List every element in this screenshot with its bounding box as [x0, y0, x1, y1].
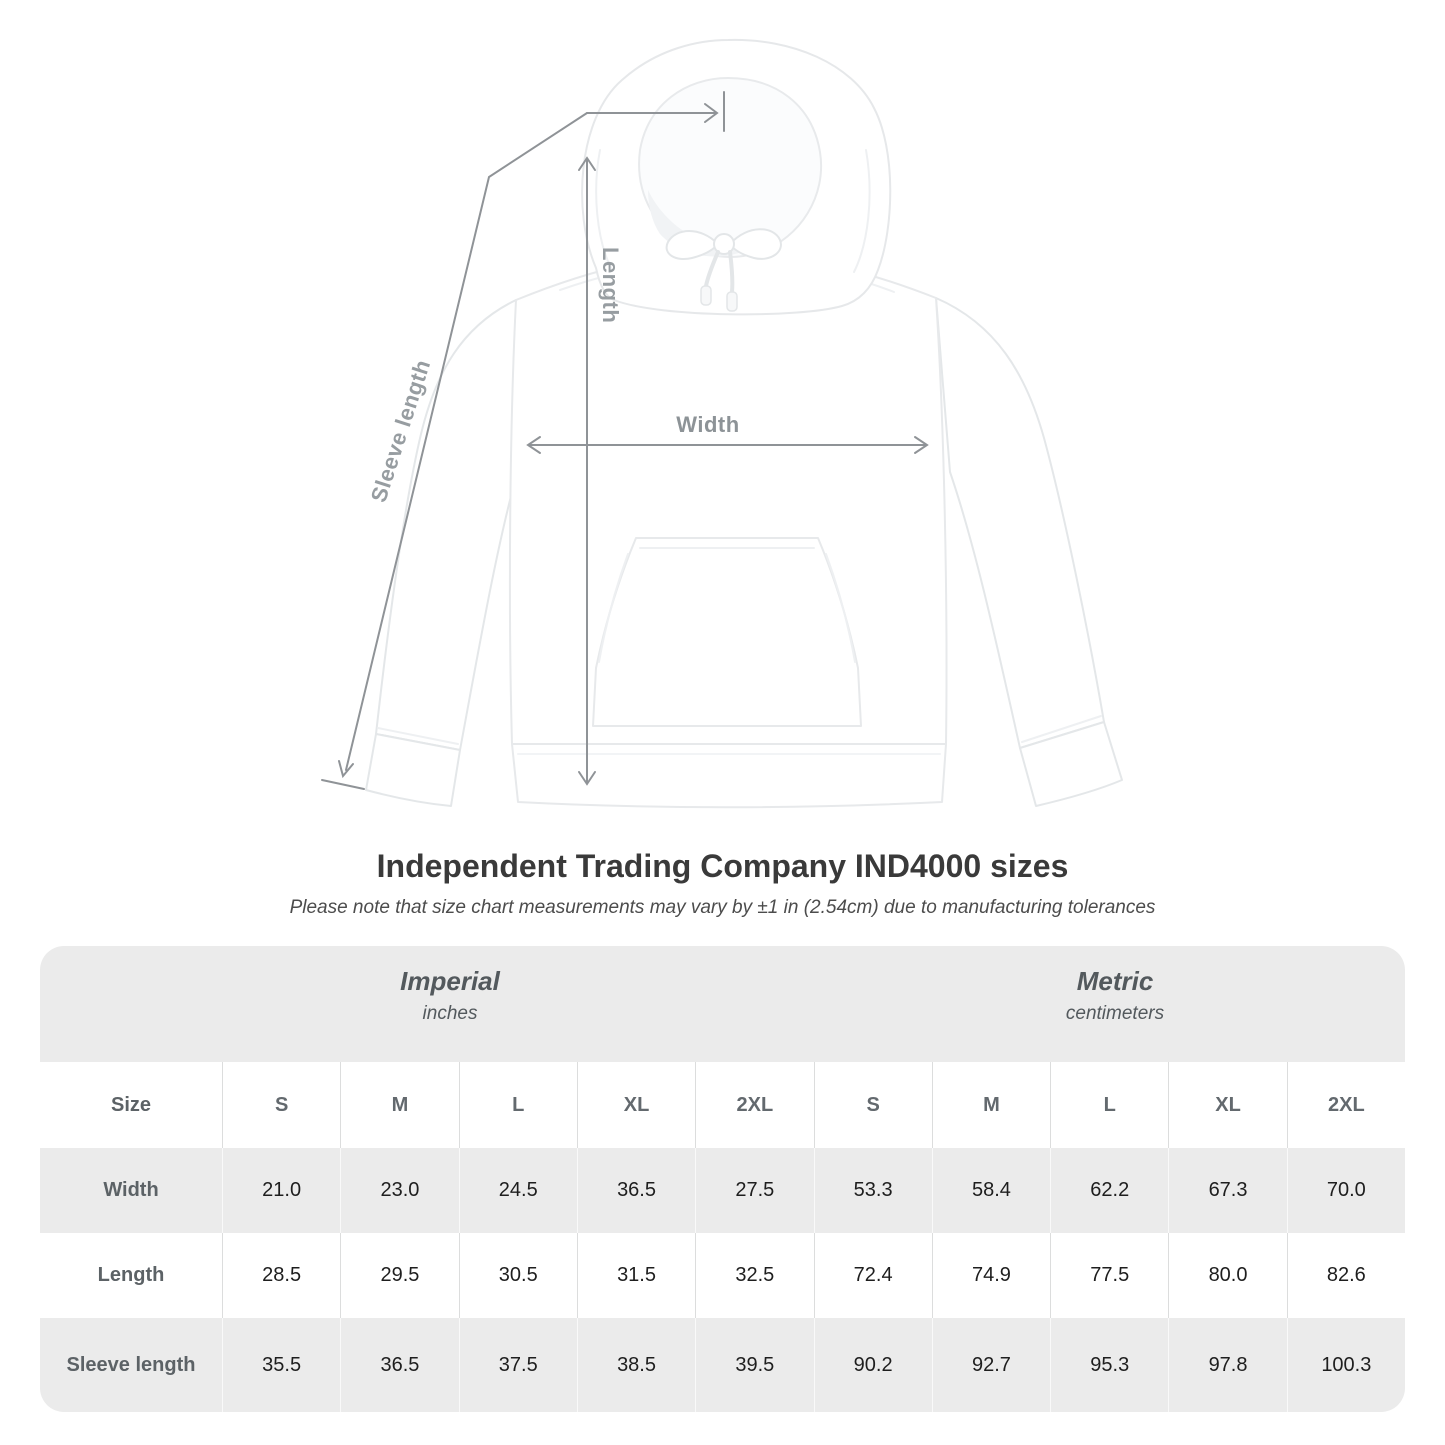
value-cell: 30.5: [458, 1233, 577, 1318]
metric-subtitle: centimeters: [1065, 1003, 1165, 1024]
metric-title: Metric: [1076, 966, 1154, 996]
value-cell: 97.8: [1168, 1318, 1286, 1412]
value-cell: 70.0: [1286, 1148, 1405, 1233]
page-title: Independent Trading Company IND4000 size…: [376, 848, 1069, 884]
hoodie-illustration: [321, 38, 1123, 809]
size-column-header: M: [931, 1062, 1050, 1148]
row-label: Width: [103, 1179, 159, 1201]
value-cell: 100.3: [1286, 1318, 1405, 1412]
metric-unit-header: Metric centimeters: [1066, 967, 1164, 1025]
value-cell: 67.3: [1168, 1148, 1286, 1233]
value-cell: 29.5: [340, 1233, 458, 1318]
value-cell: 27.5: [695, 1148, 813, 1233]
size-header-row: Size S M L XL 2XL S M L XL 2XL: [40, 1062, 1405, 1148]
value-cell: 77.5: [1050, 1233, 1168, 1318]
size-table: Imperial inches Metric centimeters Size …: [40, 946, 1405, 1412]
size-column-header: L: [458, 1062, 577, 1148]
size-header-cell: Size: [110, 1093, 152, 1116]
tolerance-note: Please note that size chart measurements…: [289, 897, 1156, 918]
size-column-header: S: [813, 1062, 932, 1148]
row-label: Length: [97, 1264, 165, 1286]
value-cell: 38.5: [576, 1318, 695, 1412]
size-column-header: L: [1050, 1062, 1168, 1148]
size-column-header: 2XL: [1286, 1062, 1405, 1148]
value-cell: 58.4: [931, 1148, 1050, 1233]
value-cell: 74.9: [931, 1233, 1050, 1318]
sleeve-length-row: Sleeve length 35.5 36.5 37.5 38.5 39.5 9…: [40, 1318, 1405, 1412]
value-cell: 36.5: [576, 1148, 695, 1233]
value-cell: 82.6: [1286, 1233, 1405, 1318]
value-cell: 39.5: [695, 1318, 813, 1412]
size-column-header: M: [340, 1062, 458, 1148]
size-column-header: 2XL: [695, 1062, 813, 1148]
width-measure-label: Width: [676, 412, 740, 437]
hoodie-measurement-diagram: Length Width Sleeve length: [321, 38, 1123, 809]
value-cell: 36.5: [340, 1318, 458, 1412]
value-cell: 35.5: [222, 1318, 340, 1412]
value-cell: 72.4: [813, 1233, 932, 1318]
size-column-header: XL: [576, 1062, 695, 1148]
imperial-unit-header: Imperial inches: [400, 967, 500, 1025]
value-cell: 24.5: [458, 1148, 577, 1233]
row-label: Sleeve length: [66, 1353, 196, 1376]
value-cell: 37.5: [458, 1318, 577, 1412]
value-cell: 21.0: [222, 1148, 340, 1233]
units-header-band: Imperial inches Metric centimeters: [40, 946, 1405, 1062]
value-cell: 32.5: [695, 1233, 813, 1318]
length-row: Length 28.5 29.5 30.5 31.5 32.5 72.4 74.…: [40, 1233, 1405, 1318]
value-cell: 62.2: [1050, 1148, 1168, 1233]
value-cell: 53.3: [813, 1148, 932, 1233]
value-cell: 28.5: [222, 1233, 340, 1318]
size-column-header: S: [222, 1062, 340, 1148]
value-cell: 80.0: [1168, 1233, 1286, 1318]
imperial-title: Imperial: [400, 966, 500, 996]
value-cell: 95.3: [1050, 1318, 1168, 1412]
length-measure-label: Length: [598, 247, 623, 324]
size-column-header: XL: [1168, 1062, 1286, 1148]
imperial-subtitle: inches: [422, 1003, 478, 1024]
measurement-lines: [321, 91, 929, 790]
value-cell: 31.5: [576, 1233, 695, 1318]
value-cell: 92.7: [931, 1318, 1050, 1412]
value-cell: 90.2: [813, 1318, 932, 1412]
value-cell: 23.0: [340, 1148, 458, 1233]
width-row: Width 21.0 23.0 24.5 36.5 27.5 53.3 58.4…: [40, 1148, 1405, 1233]
